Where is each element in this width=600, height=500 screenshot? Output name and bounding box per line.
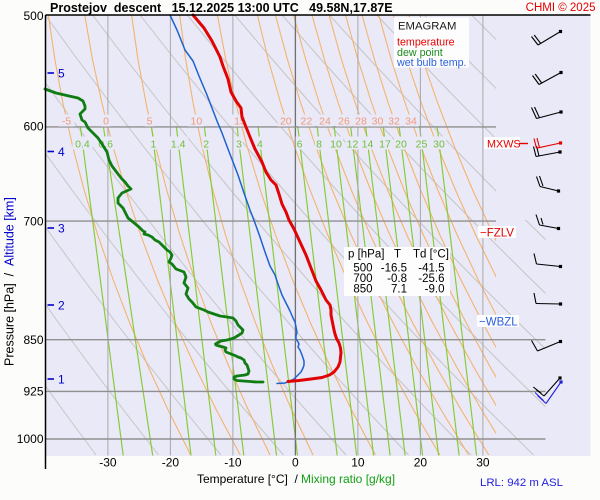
svg-text:500: 500: [353, 263, 372, 275]
svg-text:700: 700: [23, 214, 43, 228]
svg-text:0.4: 0.4: [75, 139, 90, 151]
svg-text:−FZLV: −FZLV: [480, 228, 514, 240]
svg-text:4: 4: [58, 145, 65, 159]
svg-text:wet bulb temp.: wet bulb temp.: [396, 57, 467, 69]
svg-text:CHMI © 2025: CHMI © 2025: [526, 2, 596, 14]
svg-text:17: 17: [379, 139, 391, 151]
svg-text:25: 25: [416, 139, 428, 151]
svg-text:1000: 1000: [17, 432, 44, 446]
svg-text:LRL: 942 m ASL: LRL: 942 m ASL: [480, 477, 563, 489]
svg-text:34: 34: [405, 116, 417, 128]
svg-text:-20: -20: [162, 456, 180, 470]
svg-text:22: 22: [301, 116, 313, 128]
svg-text:−WBZL: −WBZL: [479, 317, 518, 329]
svg-text:-30: -30: [99, 456, 117, 470]
svg-text:-0.8: -0.8: [387, 273, 407, 285]
svg-text:Temperature [°C] /: Temperature [°C] /: [197, 472, 299, 486]
svg-text:temperature: temperature: [397, 37, 455, 49]
svg-text:6: 6: [297, 139, 303, 151]
svg-text:20: 20: [395, 139, 407, 151]
svg-text:24: 24: [319, 116, 331, 128]
svg-text:EMAGRAM: EMAGRAM: [398, 21, 456, 33]
svg-text:7.1: 7.1: [391, 284, 407, 296]
svg-text:12: 12: [347, 139, 359, 151]
svg-text:Td [°C]: Td [°C]: [413, 249, 449, 261]
svg-text:3: 3: [236, 139, 242, 151]
svg-text:Mixing ratio [g/kg]: Mixing ratio [g/kg]: [301, 472, 395, 486]
svg-text:4: 4: [257, 139, 263, 151]
svg-text:-9.0: -9.0: [425, 284, 445, 296]
svg-text:MXWS: MXWS: [487, 139, 521, 151]
svg-text:0.6: 0.6: [98, 139, 113, 151]
svg-text:T: T: [394, 249, 401, 261]
svg-text:5: 5: [58, 66, 65, 80]
svg-text:20: 20: [280, 116, 292, 128]
svg-text:1: 1: [58, 372, 65, 386]
svg-text:30: 30: [433, 139, 445, 151]
svg-text:-41.5: -41.5: [418, 263, 444, 275]
svg-text:32: 32: [388, 116, 400, 128]
svg-text:1: 1: [150, 139, 156, 151]
svg-text:14: 14: [362, 139, 374, 151]
svg-text:0: 0: [103, 116, 109, 128]
svg-text:10: 10: [330, 139, 342, 151]
svg-text:1.4: 1.4: [171, 139, 186, 151]
svg-text:10: 10: [351, 456, 365, 470]
svg-text:10: 10: [191, 116, 203, 128]
svg-text:3: 3: [58, 221, 65, 235]
svg-text:dew point: dew point: [397, 47, 443, 59]
svg-text:p [hPa]: p [hPa]: [348, 249, 384, 261]
svg-text:15: 15: [234, 116, 246, 128]
svg-text:2: 2: [58, 298, 65, 312]
svg-text:2: 2: [203, 139, 209, 151]
svg-text:28: 28: [355, 116, 367, 128]
svg-text:600: 600: [23, 119, 43, 133]
svg-text:20: 20: [414, 456, 428, 470]
svg-text:850: 850: [23, 333, 43, 347]
svg-text:30: 30: [476, 456, 490, 470]
svg-text:925: 925: [23, 384, 43, 398]
svg-text:500: 500: [23, 9, 43, 23]
svg-text:26: 26: [338, 116, 350, 128]
svg-text:30: 30: [372, 116, 384, 128]
svg-text:-10: -10: [224, 456, 242, 470]
svg-text:8: 8: [316, 139, 322, 151]
svg-text:0: 0: [292, 456, 299, 470]
svg-text:5: 5: [147, 116, 153, 128]
svg-text:-5: -5: [62, 116, 71, 128]
svg-text:Pressure [hPa] / Altitude [k: Pressure [hPa] / Altitude [km]: [3, 197, 17, 366]
svg-text:-16.5: -16.5: [381, 263, 407, 275]
svg-text:Prostejov descent 15.12.202: Prostejov descent 15.12.2025 13:00 UTC 4…: [50, 1, 393, 15]
svg-text:700: 700: [353, 273, 372, 285]
svg-text:-25.6: -25.6: [418, 273, 444, 285]
svg-text:850: 850: [353, 284, 372, 296]
